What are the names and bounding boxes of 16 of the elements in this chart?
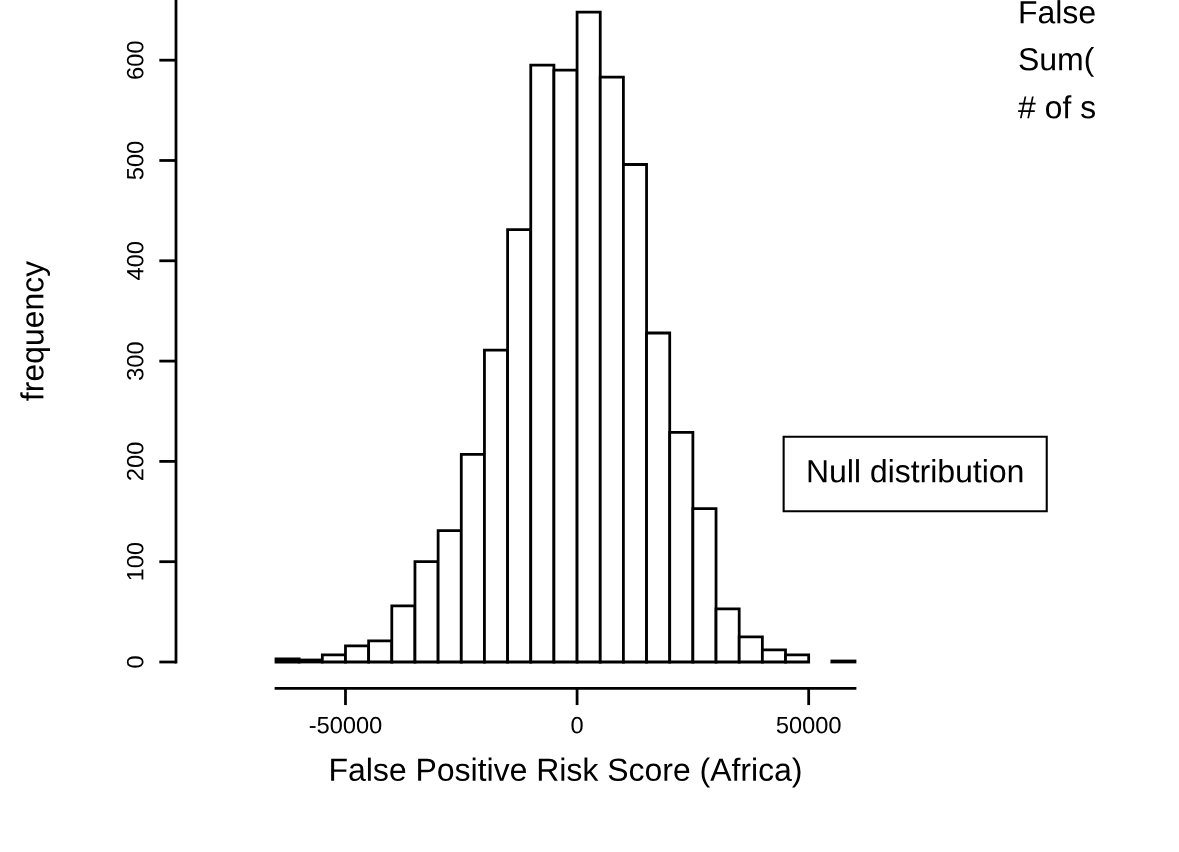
text: # of s bbox=[1018, 95, 1095, 119]
x-axis-title: False Positive Risk Score (Africa) bbox=[331, 757, 801, 788]
y-tick-label: 0 bbox=[126, 656, 144, 668]
text: Sum( bbox=[1019, 47, 1095, 77]
text: False bbox=[1020, 0, 1095, 24]
x-tick-label: 50000 bbox=[776, 716, 841, 734]
x-tick-label: 0 bbox=[571, 716, 583, 734]
y-tick-label: 500 bbox=[126, 141, 144, 180]
y-axis-title: frequency bbox=[20, 260, 50, 401]
y-tick-label: 300 bbox=[126, 342, 144, 380]
y-tick-label: 100 bbox=[126, 542, 144, 580]
y-tick-label: 200 bbox=[126, 442, 144, 480]
x-tick-label: -50000 bbox=[309, 716, 382, 734]
y-tick-label: 400 bbox=[126, 242, 144, 280]
annotation: Null distribution bbox=[808, 459, 1023, 483]
y-tick-label: 600 bbox=[126, 41, 144, 79]
